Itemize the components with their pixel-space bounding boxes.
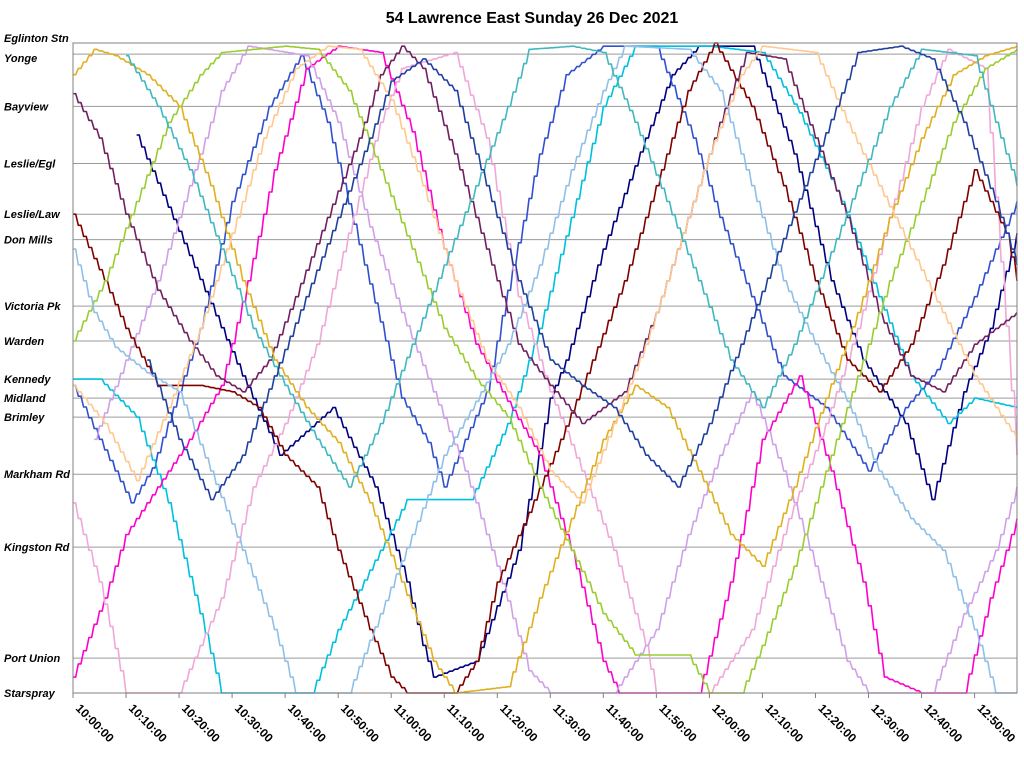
trip-line	[73, 45, 1018, 425]
stop-label: Port Union	[4, 653, 60, 665]
trip-line	[73, 45, 1018, 504]
stop-label: Kingston Rd	[4, 542, 70, 554]
plot-frame	[72, 42, 1018, 694]
x-tick-label: 11:40:00	[603, 701, 647, 745]
stop-label: Bayview	[4, 101, 49, 113]
trip-line	[136, 45, 1018, 678]
stop-label: Midland	[4, 393, 46, 405]
x-tick-label: 12:00:00	[709, 701, 753, 745]
x-tick-label: 10:40:00	[285, 701, 329, 745]
stop-label: Don Mills	[4, 235, 53, 247]
stop-labels: Eglinton Stn Yonge Bayview Leslie/Egl Leslie…	[4, 33, 70, 700]
x-tick-label: 10:10:00	[126, 701, 170, 745]
x-tick-label: 10:30:00	[232, 701, 276, 745]
x-tick-label: 12:40:00	[921, 701, 965, 745]
stop-label: Victoria Pk	[4, 301, 61, 313]
trip-line	[73, 42, 1018, 694]
x-tick-label: 11:30:00	[550, 701, 594, 745]
trip-line	[126, 45, 1018, 488]
x-tick-label: 12:10:00	[762, 701, 806, 745]
stop-label: Markham Rd	[4, 469, 70, 481]
x-tick-label: 10:50:00	[338, 701, 382, 745]
trip-line	[73, 45, 1018, 694]
stop-label: Leslie/Law	[4, 209, 61, 221]
stop-label: Brimley	[4, 412, 45, 424]
stop-label: Starspray	[4, 688, 56, 700]
x-tick-label: 12:30:00	[868, 701, 912, 745]
x-tick-label: 11:10:00	[444, 701, 488, 745]
stop-label: Kennedy	[4, 374, 51, 386]
x-tick-label: 10:00:00	[73, 701, 117, 745]
x-tick-label: 12:50:00	[974, 701, 1018, 745]
trip-line	[73, 45, 1018, 694]
stop-label: Eglinton Stn	[4, 33, 69, 45]
trip-line	[73, 48, 1018, 694]
trip-line	[73, 45, 1018, 504]
stop-label: Warden	[4, 336, 44, 348]
stop-label: Yonge	[4, 53, 37, 65]
x-tick-label: 11:50:00	[656, 701, 700, 745]
x-tick-label: 12:20:00	[815, 701, 859, 745]
trip-line	[73, 45, 1018, 694]
vehicle-trips	[73, 42, 1018, 694]
stop-label: Leslie/Egl	[4, 158, 56, 170]
trip-line	[94, 45, 1018, 694]
x-tick-label: 11:20:00	[497, 701, 541, 745]
trip-line	[73, 45, 1018, 694]
trip-line	[147, 45, 1018, 501]
x-tick-label: 10:20:00	[179, 701, 223, 745]
trip-line	[73, 45, 1017, 694]
time-axis: 10:00:00 10:10:00 10:20:00 10:30:00 10:40:00…	[72, 693, 1019, 745]
chart-title: 54 Lawrence East Sunday 26 Dec 2021	[386, 10, 679, 27]
x-tick-label: 11:00:00	[391, 701, 435, 745]
